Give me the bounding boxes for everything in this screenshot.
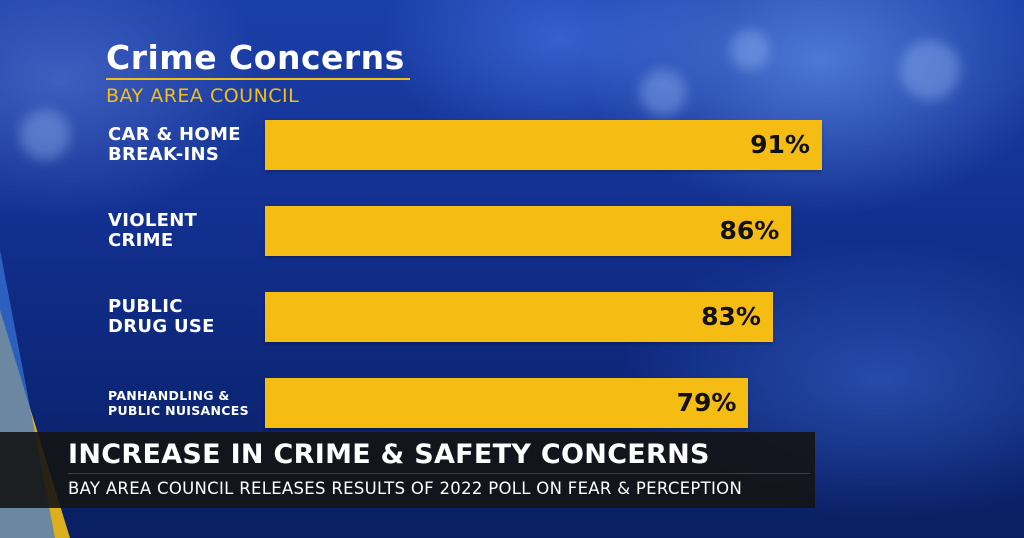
bar bbox=[265, 120, 822, 170]
category-label-line: CRIME bbox=[108, 230, 174, 251]
lower-third-divider bbox=[68, 473, 810, 474]
category-label: PUBLIC DRUG USE bbox=[108, 297, 215, 337]
chart-title: Crime Concerns bbox=[106, 38, 405, 77]
title-underline bbox=[106, 78, 410, 80]
category-label-line: CAR & HOME bbox=[108, 124, 241, 145]
category-label-line: DRUG USE bbox=[108, 316, 215, 337]
bar bbox=[265, 378, 749, 428]
lower-third-subline: BAY AREA COUNCIL RELEASES RESULTS OF 202… bbox=[68, 479, 743, 498]
category-label-line: PANHANDLING & bbox=[108, 388, 230, 403]
value-label: 91% bbox=[750, 130, 810, 159]
chart-subtitle: BAY AREA COUNCIL bbox=[106, 85, 300, 107]
category-label-line: BREAK-INS bbox=[108, 144, 220, 165]
category-label-line: VIOLENT bbox=[108, 210, 198, 231]
bar bbox=[265, 206, 792, 256]
bokeh-light bbox=[640, 70, 686, 116]
bokeh-light bbox=[730, 30, 770, 70]
bar bbox=[265, 292, 773, 342]
lower-third-band bbox=[0, 432, 815, 508]
category-label: CAR & HOME BREAK-INS bbox=[108, 125, 241, 165]
value-label: 83% bbox=[701, 302, 761, 331]
category-label-line: PUBLIC bbox=[108, 296, 183, 317]
category-label-line: PUBLIC NUISANCES bbox=[108, 403, 249, 418]
value-label: 79% bbox=[676, 388, 737, 417]
category-label: VIOLENT CRIME bbox=[108, 211, 197, 251]
category-label: PANHANDLING & PUBLIC NUISANCES bbox=[108, 388, 249, 418]
bokeh-light bbox=[20, 110, 70, 160]
lower-third-headline: INCREASE IN CRIME & SAFETY CONCERNS bbox=[68, 439, 710, 470]
value-label: 86% bbox=[719, 216, 780, 245]
bokeh-light bbox=[900, 40, 960, 100]
